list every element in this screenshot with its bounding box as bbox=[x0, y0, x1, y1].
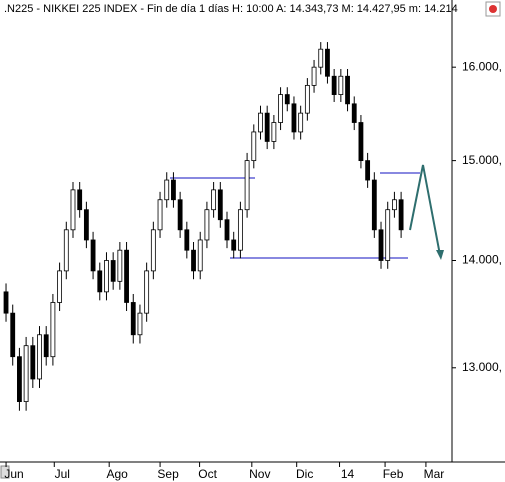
candle-body bbox=[224, 219, 230, 241]
candle-body bbox=[17, 356, 22, 402]
scroll-icon[interactable] bbox=[0, 465, 10, 479]
candle-body bbox=[217, 189, 223, 221]
arrow-head bbox=[436, 250, 444, 260]
candle-body bbox=[304, 84, 310, 114]
candle-body bbox=[392, 199, 397, 211]
candle-body bbox=[345, 75, 350, 105]
candle-body bbox=[237, 209, 243, 251]
candle-body bbox=[23, 345, 29, 402]
candle-body bbox=[63, 229, 69, 272]
candle-body bbox=[184, 229, 190, 251]
candle-body bbox=[177, 199, 183, 231]
x-tick-label: Jul bbox=[55, 467, 70, 481]
candle-body bbox=[331, 75, 337, 95]
candle-body bbox=[3, 291, 9, 314]
x-tick-label: Nov bbox=[249, 467, 270, 481]
candle-body bbox=[291, 103, 297, 133]
chart-title: .N225 - NIKKEI 225 INDEX - Fin de día 1 … bbox=[4, 3, 458, 15]
candle-body bbox=[338, 75, 344, 95]
candle-body bbox=[191, 249, 196, 272]
candle-body bbox=[251, 131, 257, 162]
candle-body bbox=[278, 94, 283, 123]
candle-body bbox=[204, 209, 210, 241]
candle-body bbox=[10, 312, 16, 358]
candle-body bbox=[83, 209, 89, 241]
candle-body bbox=[371, 179, 377, 231]
forecast-arrow bbox=[409, 164, 441, 256]
x-tick-label: Oct bbox=[198, 467, 217, 481]
candle-body bbox=[164, 179, 170, 201]
candle-body bbox=[264, 112, 270, 142]
x-tick-label: Mar bbox=[424, 467, 445, 481]
candle-body bbox=[231, 239, 237, 251]
candle-body bbox=[318, 48, 324, 68]
candle-body bbox=[90, 239, 96, 272]
x-tick-label: Ago bbox=[107, 467, 129, 481]
candle-body bbox=[50, 302, 56, 358]
candle-body bbox=[244, 160, 250, 211]
x-tick-label: Dic bbox=[296, 467, 313, 481]
candle-body bbox=[70, 189, 76, 231]
candle-body bbox=[30, 345, 36, 380]
candle-body bbox=[284, 94, 290, 105]
y-tick-label: 16.000, bbox=[462, 59, 502, 73]
candle-body bbox=[104, 260, 109, 293]
y-tick-label: 15.000, bbox=[462, 153, 502, 167]
candle-body bbox=[117, 249, 123, 282]
candle-body bbox=[365, 160, 371, 181]
candle-body bbox=[37, 334, 42, 380]
candle-body bbox=[150, 229, 156, 272]
candle-body bbox=[137, 312, 143, 336]
candle-body bbox=[211, 189, 217, 211]
candle-body bbox=[157, 199, 163, 231]
candle-body bbox=[311, 66, 317, 86]
candle-body bbox=[398, 199, 404, 231]
candle-body bbox=[43, 334, 49, 358]
y-tick-label: 13.000, bbox=[462, 360, 502, 374]
x-tick-label: Jun bbox=[4, 467, 23, 481]
candle-body bbox=[97, 270, 103, 293]
candle-body bbox=[325, 48, 330, 77]
candle-body bbox=[385, 209, 391, 261]
x-tick-label: Feb bbox=[383, 467, 404, 481]
candle-body bbox=[130, 302, 136, 336]
candle-body bbox=[171, 179, 176, 201]
icon-dot bbox=[489, 5, 497, 13]
candle-body bbox=[378, 229, 384, 261]
x-tick-label: 14 bbox=[341, 467, 355, 481]
candle-body bbox=[258, 112, 263, 133]
candle-body bbox=[144, 270, 150, 314]
candle-body bbox=[271, 122, 277, 142]
candle-body bbox=[77, 189, 83, 211]
candle-body bbox=[358, 122, 364, 162]
candle-body bbox=[124, 249, 129, 303]
candle-body bbox=[351, 103, 357, 123]
candle-body bbox=[298, 112, 304, 133]
candle-body bbox=[197, 239, 203, 272]
y-tick-label: 14.000, bbox=[462, 253, 502, 267]
candle-body bbox=[57, 270, 63, 303]
candle-body bbox=[110, 260, 116, 282]
x-tick-label: Sep bbox=[157, 467, 179, 481]
